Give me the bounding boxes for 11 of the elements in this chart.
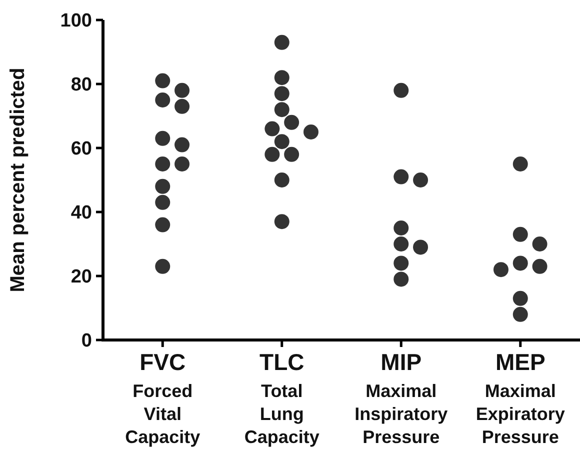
y-tick-label: 20 xyxy=(70,266,92,288)
y-axis-title: Mean percent predicted xyxy=(7,68,29,292)
y-tick-label: 60 xyxy=(70,138,92,160)
x-tick-label: MIP Maximal Inspiratory Pressure xyxy=(354,349,448,447)
x-tick-label: MEP Maximal Expiratory Pressure xyxy=(476,349,565,447)
x-tick-label: FVC Forced Vital Capacity xyxy=(125,349,200,447)
x-tick-label: TLC Total Lung Capacity xyxy=(244,349,320,447)
y-tick-label: 100 xyxy=(60,10,92,32)
y-tick-label: 40 xyxy=(70,202,92,224)
y-tick-label: 80 xyxy=(70,74,92,96)
y-tick-label: 0 xyxy=(81,330,92,352)
